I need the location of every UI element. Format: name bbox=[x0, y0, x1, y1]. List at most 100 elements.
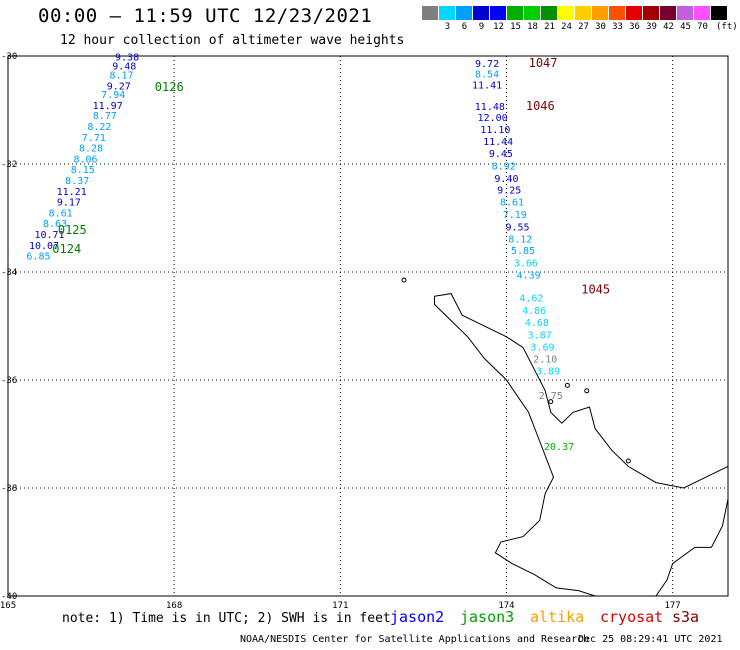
scale-label: 33 bbox=[612, 22, 623, 32]
wave-height-value: 9.27 bbox=[107, 81, 131, 92]
wave-height-value: 20.37 bbox=[544, 442, 574, 453]
wave-height-value: 7.71 bbox=[82, 133, 106, 144]
island bbox=[564, 382, 570, 388]
scale-label: 15 bbox=[510, 22, 521, 32]
wave-height-value: 8.63 bbox=[43, 219, 67, 230]
scale-label: 18 bbox=[527, 22, 538, 32]
scale-label: 42 bbox=[663, 22, 674, 32]
wave-height-value: 7.19 bbox=[503, 210, 527, 221]
lon-tick-label: 177 bbox=[664, 601, 680, 611]
scale-swatch: 30 bbox=[592, 6, 609, 32]
scale-swatch: 3 bbox=[439, 6, 456, 32]
wave-height-value: 8.06 bbox=[73, 154, 97, 165]
lat-tick-label: -32 bbox=[1, 160, 17, 170]
wave-height-value: 8.15 bbox=[71, 165, 95, 176]
lon-tick-label: 171 bbox=[332, 601, 348, 611]
scale-label: 45 bbox=[680, 22, 691, 32]
scale-swatch: 9 bbox=[473, 6, 490, 32]
wave-height-value: 11.10 bbox=[480, 125, 510, 136]
wave-height-value: 8.37 bbox=[65, 176, 89, 187]
wave-height-value: 9.55 bbox=[505, 222, 529, 233]
wave-height-value: 3.89 bbox=[536, 367, 560, 378]
scale-swatch: 18 bbox=[524, 6, 541, 32]
wave-height-value: 9.72 bbox=[475, 59, 499, 70]
scale-swatch: 36 bbox=[626, 6, 643, 32]
scale-swatch: 24 bbox=[558, 6, 575, 32]
satellite-legend-altika: altika bbox=[530, 608, 585, 626]
wave-height-value: 8.77 bbox=[93, 111, 117, 122]
wave-height-value: 11.21 bbox=[57, 187, 87, 198]
wave-height-value: 9.45 bbox=[489, 149, 513, 160]
pass-time-label: 0124 bbox=[52, 242, 81, 256]
wave-height-value: 3.66 bbox=[514, 259, 538, 270]
island bbox=[625, 458, 631, 464]
map-subtitle: 12 hour collection of altimeter wave hei… bbox=[60, 33, 405, 48]
satellite-legend-jason2: jason2 bbox=[390, 608, 445, 626]
wave-height-value: 4.62 bbox=[519, 294, 543, 305]
color-scale-legend: 3 6 9 12 15 18 21 24 27 30 33 36 39 42 45 70 bbox=[422, 6, 728, 32]
scale-swatch: 45 bbox=[677, 6, 694, 32]
scale-swatch: 21 bbox=[541, 6, 558, 32]
scale-swatch: 12 bbox=[490, 6, 507, 32]
scale-label: 9 bbox=[478, 22, 485, 32]
wave-height-value: 3.87 bbox=[528, 330, 552, 341]
wave-height-value: 11.44 bbox=[483, 137, 513, 148]
scale-swatch: 27 bbox=[575, 6, 592, 32]
island bbox=[548, 399, 554, 405]
wave-height-value: 8.92 bbox=[492, 161, 516, 172]
wave-height-value: 8.22 bbox=[87, 122, 111, 133]
wave-height-value: 7.94 bbox=[101, 90, 125, 101]
scale-label: 36 bbox=[629, 22, 640, 32]
island bbox=[584, 388, 590, 394]
wave-height-value: 11.41 bbox=[472, 80, 502, 91]
wave-height-value: 8.12 bbox=[508, 234, 532, 245]
satellite-legend-s3a: s3a bbox=[672, 608, 700, 626]
pass-time-label: 1047 bbox=[529, 56, 558, 70]
scale-label: 70 bbox=[697, 22, 708, 32]
scale-label: 21 bbox=[544, 22, 555, 32]
wave-height-value: 2.10 bbox=[533, 355, 557, 366]
pass-time-label: 0126 bbox=[155, 80, 184, 94]
scale-swatch: 70 bbox=[694, 6, 711, 32]
scale-label: 27 bbox=[578, 22, 589, 32]
pass-time-label: 1046 bbox=[526, 99, 555, 113]
wave-height-value: 8.54 bbox=[475, 70, 499, 81]
lat-tick-label: -38 bbox=[1, 484, 17, 494]
wave-height-value: 12.00 bbox=[478, 113, 508, 124]
scale-unit: (ft) bbox=[716, 22, 738, 32]
lat-tick-label: -36 bbox=[1, 376, 17, 386]
scale-label: 24 bbox=[561, 22, 572, 32]
wave-height-value: 9.17 bbox=[57, 198, 81, 209]
island bbox=[401, 277, 407, 283]
scale-swatch: 42 bbox=[660, 6, 677, 32]
scale-swatch bbox=[711, 6, 728, 20]
wave-height-value: 5.85 bbox=[511, 246, 535, 257]
satellite-legend-cryosat: cryosat bbox=[600, 608, 664, 626]
wave-height-value: 6.85 bbox=[26, 252, 50, 263]
scale-swatch: 33 bbox=[609, 6, 626, 32]
pass-time-label: 1045 bbox=[581, 283, 610, 297]
wave-height-value: 10.07 bbox=[29, 241, 59, 252]
lon-tick-label: 165 bbox=[0, 601, 16, 611]
lat-tick-label: -34 bbox=[1, 268, 17, 278]
wave-height-value: 8.17 bbox=[109, 71, 133, 82]
scale-swatch bbox=[422, 6, 439, 20]
wave-height-value: 11.48 bbox=[475, 102, 505, 113]
wave-height-value: 4.39 bbox=[517, 270, 541, 281]
pass-time-label: 0125 bbox=[58, 223, 87, 237]
lon-tick-label: 168 bbox=[166, 601, 182, 611]
footer-note: note: 1) Time is in UTC; 2) SWH is in fe… bbox=[62, 611, 391, 626]
wave-height-value: 9.38 bbox=[115, 52, 139, 63]
wave-height-value: 8.28 bbox=[79, 144, 103, 155]
scale-swatch: 39 bbox=[643, 6, 660, 32]
scale-swatch: 6 bbox=[456, 6, 473, 32]
map-frame bbox=[7, 55, 729, 597]
scale-label: 12 bbox=[493, 22, 504, 32]
lon-tick-label: 174 bbox=[498, 601, 514, 611]
wave-height-value: 8.61 bbox=[49, 208, 73, 219]
wave-height-value: 9.40 bbox=[494, 174, 518, 185]
satellite-legend-jason3: jason3 bbox=[460, 608, 515, 626]
lat-tick-label: -30 bbox=[1, 52, 17, 62]
map-title: 00:00 — 11:59 UTC 12/23/2021 bbox=[38, 5, 373, 27]
scale-label: 6 bbox=[461, 22, 468, 32]
